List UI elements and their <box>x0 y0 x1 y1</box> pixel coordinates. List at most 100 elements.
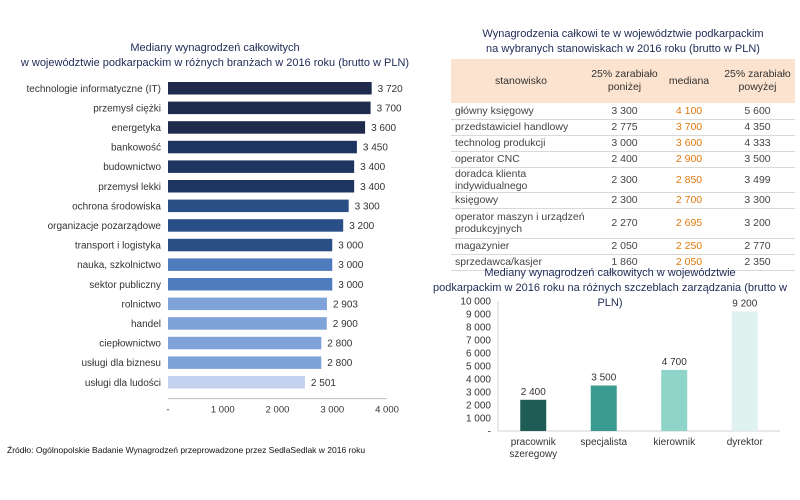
cell-high: 3 200 <box>720 208 795 239</box>
bar <box>168 376 305 389</box>
category-label: energetyka <box>112 123 162 134</box>
cell-position: doradca klienta indywidualnego <box>451 167 591 193</box>
table-row: doradca klienta indywidualnego 2 300 2 8… <box>451 167 795 193</box>
value-label: 3 000 <box>338 280 363 291</box>
bar <box>168 121 366 134</box>
cell-position: operator CNC <box>451 151 591 168</box>
table-row: sprzedawca/kasjer 1 860 2 050 2 350 <box>451 254 795 271</box>
category-label: sektor publiczny <box>89 280 161 291</box>
right-chart-title-line2: podkarpackim w 2016 roku na różnych szcz… <box>432 282 787 309</box>
y-tick-label: 9 000 <box>466 310 491 321</box>
y-tick-label: 4 000 <box>466 375 491 386</box>
y-tick-label: - <box>488 427 491 438</box>
x-tick-label: 1 000 <box>211 405 235 416</box>
wage-table: stanowisko 25% zarabiało poniżej mediana… <box>451 59 795 271</box>
cell-high: 3 300 <box>720 192 795 209</box>
value-label: 2 501 <box>311 378 336 389</box>
bar <box>168 356 322 369</box>
bar <box>168 101 371 115</box>
cell-high: 3 499 <box>720 167 795 193</box>
category-label: przemysł ciężki <box>93 103 161 114</box>
cell-low: 2 300 <box>591 167 658 193</box>
cell-position: główny księgowy <box>451 103 591 120</box>
cell-high: 5 600 <box>720 103 795 120</box>
bar <box>168 180 355 193</box>
cell-high: 2 350 <box>720 254 795 271</box>
table-row: przedstawiciel handlowy 2 775 3 700 4 35… <box>451 119 795 136</box>
table-title: Wynagrodzenia całkowi te w województwie … <box>451 27 795 57</box>
cell-median: 3 600 <box>658 135 720 152</box>
y-tick-label: 7 000 <box>466 336 491 347</box>
bar <box>520 399 547 431</box>
value-label: 2 900 <box>333 319 358 330</box>
cell-position: przedstawiciel handlowy <box>451 119 591 136</box>
cell-median: 2 250 <box>658 238 720 255</box>
cell-high: 3 500 <box>720 151 795 168</box>
cell-position: sprzedawca/kasjer <box>451 254 591 271</box>
table-row: magazynier 2 050 2 250 2 770 <box>451 238 795 255</box>
y-tick-label: 5 000 <box>466 362 491 373</box>
bar <box>168 160 355 173</box>
value-label: 2 800 <box>327 358 352 369</box>
cell-low: 2 050 <box>591 238 658 255</box>
value-label: 3 000 <box>338 260 363 271</box>
table-header-row: stanowisko 25% zarabiało poniżej mediana… <box>451 59 795 103</box>
cell-median: 2 700 <box>658 192 720 209</box>
cell-high: 4 333 <box>720 135 795 152</box>
right-bar-chart: - 1 000 2 000 3 000 4 000 5 000 6 000 7 000 8 00… <box>460 297 780 460</box>
value-label: 3 450 <box>363 143 388 154</box>
bar <box>168 278 333 291</box>
bar <box>731 311 758 431</box>
table-row: księgowy 2 300 2 700 3 300 <box>451 192 795 209</box>
y-tick-label: 3 000 <box>466 388 491 399</box>
cell-position: magazynier <box>451 238 591 255</box>
cell-median: 2 900 <box>658 151 720 168</box>
bar <box>168 336 322 350</box>
category-label: ochrona środowiska <box>72 201 161 212</box>
category-label: bankowość <box>111 143 161 154</box>
bar <box>590 385 617 431</box>
y-tick-label: 1 000 <box>466 414 491 425</box>
value-label: 3 700 <box>377 103 402 114</box>
header-median: mediana <box>668 74 710 87</box>
table-row: główny księgowy 3 300 4 100 5 600 <box>451 103 795 120</box>
cell-low: 2 775 <box>591 119 658 136</box>
category-label: technologie informatyczne (IT) <box>26 84 161 95</box>
bar <box>168 238 333 252</box>
bar <box>168 258 333 271</box>
y-tick-label: 10 000 <box>460 297 491 308</box>
value-label: 3 300 <box>355 201 380 212</box>
bar <box>168 219 344 232</box>
cell-low: 3 000 <box>591 135 658 152</box>
source-note: Źródło: Ogólnopolskie Badanie Wynagrodze… <box>7 445 366 455</box>
cell-high: 2 770 <box>720 238 795 255</box>
category-label-line2: szeregowy <box>509 449 557 460</box>
value-label: 3 500 <box>591 373 616 384</box>
category-label: usługi dla ludości <box>85 378 161 389</box>
category-label: dyrektor <box>727 437 764 448</box>
x-tick-label: 2 000 <box>266 405 290 416</box>
x-tick-label: 4 000 <box>375 405 399 416</box>
header-position: stanowisko <box>495 74 547 87</box>
category-label: pracownik <box>511 437 557 448</box>
value-label: 3 200 <box>349 221 374 232</box>
table-title-line1: Wynagrodzenia całkowi te w województwie … <box>482 28 764 40</box>
left-bar-chart: technologie informatyczne (IT) 3 720 przem… <box>26 82 403 416</box>
right-chart-title-line1: Mediany wynagrodzeń całkowitych w wojewó… <box>484 267 736 279</box>
category-label: handel <box>131 319 161 330</box>
cell-high: 4 350 <box>720 119 795 136</box>
left-chart-title: Mediany wynagrodzeń całkowitych w wojewó… <box>15 41 415 71</box>
category-label: przemysł lekki <box>98 182 161 193</box>
bar <box>168 82 372 95</box>
y-tick-label: 6 000 <box>466 349 491 360</box>
value-label: 3 000 <box>338 241 363 252</box>
value-label: 3 720 <box>378 84 403 95</box>
cell-low: 1 860 <box>591 254 658 271</box>
value-label: 3 400 <box>360 162 385 173</box>
x-tick-label: - <box>166 405 169 416</box>
category-label: rolnictwo <box>122 299 162 310</box>
cell-median: 2 695 <box>658 208 720 239</box>
header-low: 25% zarabiało poniżej <box>591 68 658 93</box>
cell-position: księgowy <box>451 192 591 209</box>
cell-median: 2 850 <box>658 167 720 193</box>
